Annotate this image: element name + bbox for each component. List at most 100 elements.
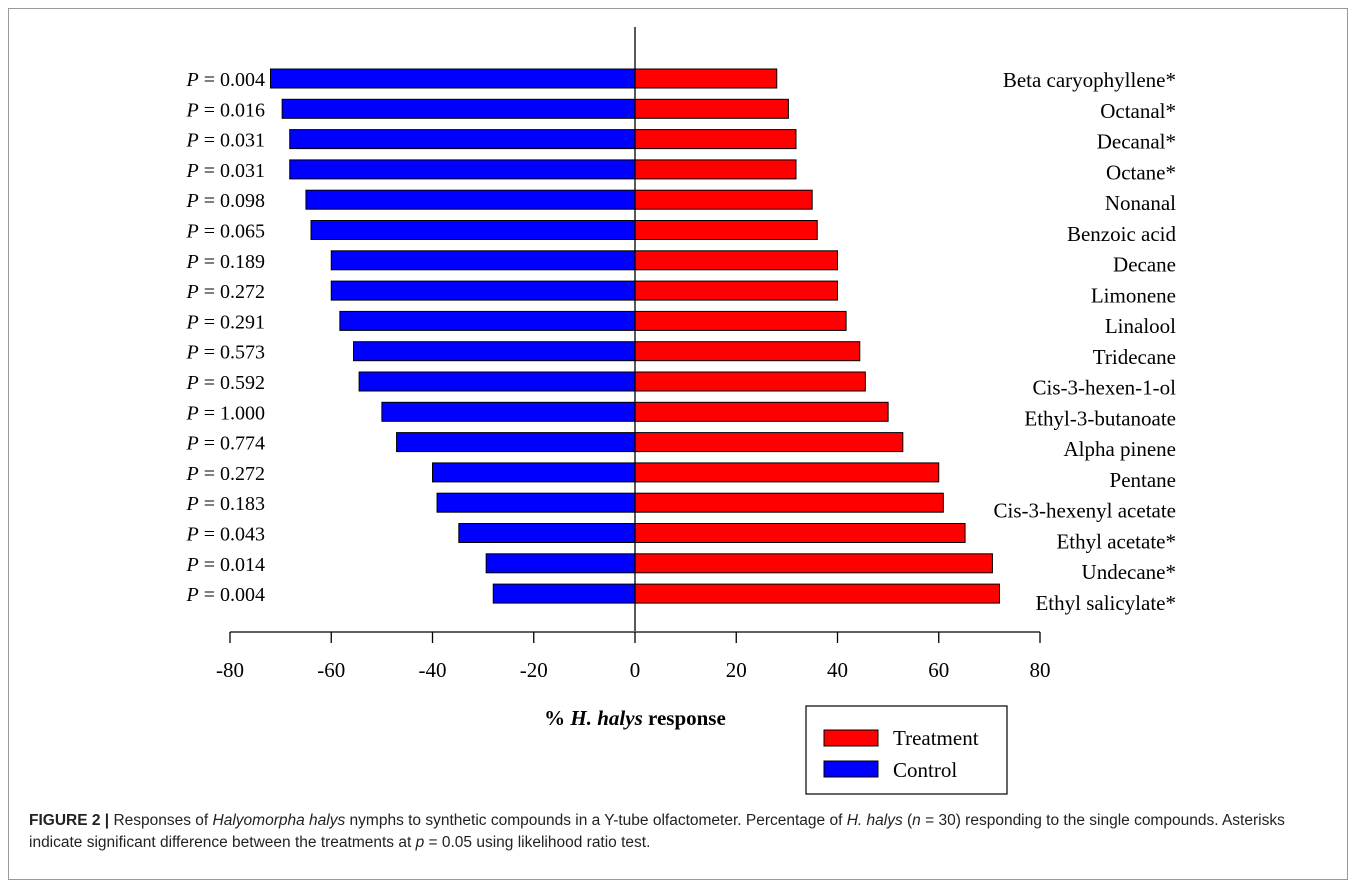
p-value-label: P = 0.774 xyxy=(186,433,266,455)
control-bar-10 xyxy=(353,341,636,362)
x-tick-label: -40 xyxy=(419,658,447,682)
caption-label: FIGURE 2 | xyxy=(29,812,110,829)
caption-text: ( xyxy=(902,812,913,829)
control-bar-16 xyxy=(458,523,636,543)
p-value-label: P = 0.291 xyxy=(186,311,266,333)
legend: Treatment Control xyxy=(805,705,1008,795)
control-bar-3 xyxy=(289,129,636,150)
legend-swatch-control xyxy=(823,760,879,778)
control-bar-2 xyxy=(281,98,636,119)
category-label: Tridecane xyxy=(1093,345,1176,369)
control-bar-14 xyxy=(432,462,636,483)
treatment-bar-7 xyxy=(634,250,838,271)
legend-swatch-treatment xyxy=(823,729,879,747)
x-tick-label: -60 xyxy=(317,658,345,682)
control-bar-13 xyxy=(396,432,636,453)
category-label: Nonanal xyxy=(1105,191,1176,215)
control-bar-4 xyxy=(289,159,636,180)
category-label: Pentane xyxy=(1110,468,1176,492)
p-value-label: P = 0.272 xyxy=(186,281,266,303)
p-value-label: P = 0.065 xyxy=(186,221,266,243)
legend-label-treatment: Treatment xyxy=(893,726,979,750)
control-bar-8 xyxy=(330,280,636,301)
x-tick-label: 20 xyxy=(726,658,747,682)
p-value-label: P = 0.183 xyxy=(186,493,266,515)
category-label: Cis-3-hexenyl acetate xyxy=(994,499,1177,523)
category-label: Linalool xyxy=(1105,314,1176,338)
category-label: Limonene xyxy=(1091,283,1176,307)
p-value-label: P = 0.031 xyxy=(186,130,266,152)
caption-text: = 30) responding to the single compounds… xyxy=(29,812,1285,851)
p-value-label: P = 1.000 xyxy=(186,402,266,424)
x-tick-label: -20 xyxy=(520,658,548,682)
control-bar-7 xyxy=(330,250,636,271)
treatment-bar-11 xyxy=(634,371,866,392)
treatment-bar-13 xyxy=(634,432,904,453)
category-label: Ethyl salicylate* xyxy=(1035,591,1176,615)
x-tick-label: -80 xyxy=(216,658,244,682)
caption-species: Halyomorpha halys xyxy=(212,812,346,829)
bar-chart: Beta caryophyllene* Octanal* Decanal* Octan… xyxy=(186,27,1177,795)
p-value-label: P = 0.189 xyxy=(186,251,266,273)
x-tick-label: 80 xyxy=(1030,658,1051,682)
category-label: Benzoic acid xyxy=(1067,222,1177,246)
caption-species-short: H. halys xyxy=(846,812,903,829)
treatment-bar-18 xyxy=(634,583,1000,604)
control-bar-5 xyxy=(305,189,636,210)
control-bar-6 xyxy=(310,220,636,240)
treatment-bar-1 xyxy=(634,68,778,89)
category-label: Ethyl acetate* xyxy=(1056,529,1176,553)
p-value-label: P = 0.004 xyxy=(186,69,266,91)
x-tick-label: 60 xyxy=(928,658,949,682)
treatment-bar-16 xyxy=(634,523,966,543)
treatment-bar-10 xyxy=(634,341,861,362)
p-value-label: P = 0.031 xyxy=(186,160,266,182)
category-label: Decanal* xyxy=(1097,130,1176,154)
treatment-bar-9 xyxy=(634,310,847,331)
treatment-bar-8 xyxy=(634,280,838,301)
caption-text: = 0.05 using likelihood ratio test. xyxy=(424,834,651,851)
treatment-bar-14 xyxy=(634,462,940,483)
p-value-label: P = 0.272 xyxy=(186,463,266,485)
treatment-bar-12 xyxy=(634,401,889,422)
x-axis-label: % H. halys response xyxy=(544,706,726,730)
p-value-label: P = 0.592 xyxy=(186,372,266,394)
control-bar-17 xyxy=(485,553,636,574)
p-value-label: P = 0.016 xyxy=(186,99,266,121)
category-label: Undecane* xyxy=(1082,560,1176,584)
figure-frame: Beta caryophyllene* Octanal* Decanal* Octan… xyxy=(8,8,1348,880)
caption-text: nymphs to synthetic compounds in a Y-tub… xyxy=(345,812,847,829)
treatment-bar-5 xyxy=(634,189,813,210)
x-tick-label: 0 xyxy=(630,658,641,682)
control-bar-11 xyxy=(358,371,636,392)
control-bar-9 xyxy=(339,310,636,331)
legend-box xyxy=(805,705,1008,795)
caption-text: Responses of xyxy=(109,812,213,829)
control-bar-1 xyxy=(270,68,636,89)
x-tick-label: 40 xyxy=(827,658,848,682)
p-value-label: P = 0.573 xyxy=(186,342,266,364)
category-label: Ethyl-3-butanoate xyxy=(1024,406,1176,430)
treatment-bar-3 xyxy=(634,129,797,150)
control-bar-15 xyxy=(436,492,636,513)
treatment-bar-2 xyxy=(634,98,789,119)
treatment-bar-15 xyxy=(634,492,944,513)
treatment-bar-6 xyxy=(634,220,818,240)
category-label: Beta caryophyllene* xyxy=(1003,68,1176,92)
p-value-label: P = 0.014 xyxy=(186,554,266,576)
caption-p: p xyxy=(415,834,425,851)
category-label: Decane xyxy=(1113,253,1176,277)
legend-label-control: Control xyxy=(893,758,957,782)
treatment-bar-4 xyxy=(634,159,797,180)
p-value-label: P = 0.004 xyxy=(186,584,266,606)
category-label: Octane* xyxy=(1106,160,1176,184)
category-label: Alpha pinene xyxy=(1063,437,1176,461)
category-label: Octanal* xyxy=(1100,99,1176,123)
treatment-bar-17 xyxy=(634,553,993,574)
caption-n: n xyxy=(912,812,921,829)
control-bar-18 xyxy=(492,583,636,604)
control-bar-12 xyxy=(381,401,636,422)
p-value-label: P = 0.043 xyxy=(186,524,266,546)
figure-caption: FIGURE 2 | Responses of Halyomorpha haly… xyxy=(29,810,1339,854)
category-label: Cis-3-hexen-1-ol xyxy=(1033,376,1177,400)
